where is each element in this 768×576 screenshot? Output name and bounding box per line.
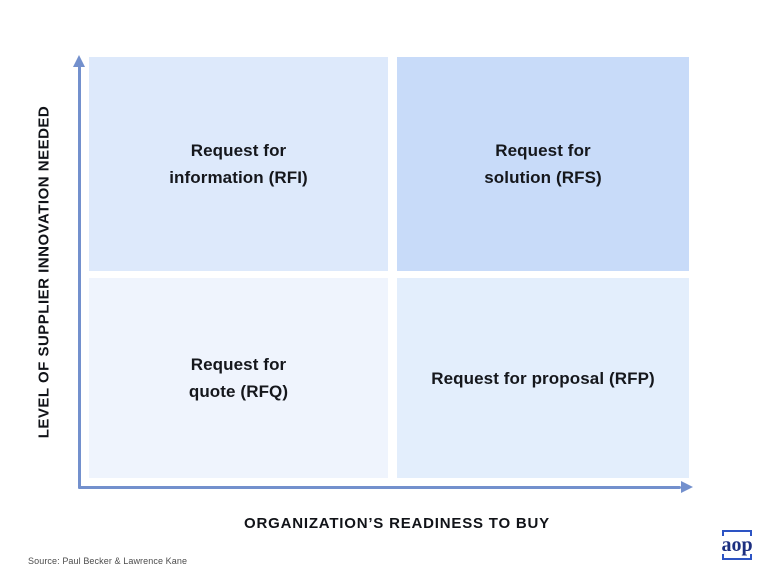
quadrant-top-left-rfi: Request for information (RFI) — [89, 57, 388, 271]
y-axis-line — [78, 66, 81, 489]
quadrant-label-line: solution (RFS) — [484, 168, 602, 187]
y-axis-arrowhead-icon — [73, 55, 85, 67]
quadrant-label-line: Request for — [190, 355, 287, 374]
aop-logo-text: aop — [720, 534, 754, 556]
quadrant-label-line: Request for — [190, 141, 287, 160]
quadrant-label-line: quote (RFQ) — [188, 382, 289, 401]
y-axis-label: LEVEL OF SUPPLIER INNOVATION NEEDED — [35, 105, 53, 439]
quadrant-label-line: Request for — [495, 141, 591, 160]
x-axis-label: ORGANIZATION’S READINESS TO BUY — [244, 515, 550, 532]
aop-logo: aop — [720, 530, 754, 560]
x-axis-arrowhead-icon — [681, 481, 693, 493]
source-credit: Source: Paul Becker & Lawrence Kane — [28, 556, 188, 566]
quadrant-label-line: information (RFI) — [169, 168, 308, 187]
quadrant-bottom-right-rfp: Request for proposal (RFP) — [397, 278, 689, 478]
x-axis-line — [78, 486, 681, 489]
quadrant-top-right-rfs: Request for solution (RFS) — [397, 57, 689, 271]
quadrant-bottom-left-rfq: Request for quote (RFQ) — [89, 278, 388, 478]
quadrant-label-line: Request for proposal (RFP) — [431, 368, 655, 388]
